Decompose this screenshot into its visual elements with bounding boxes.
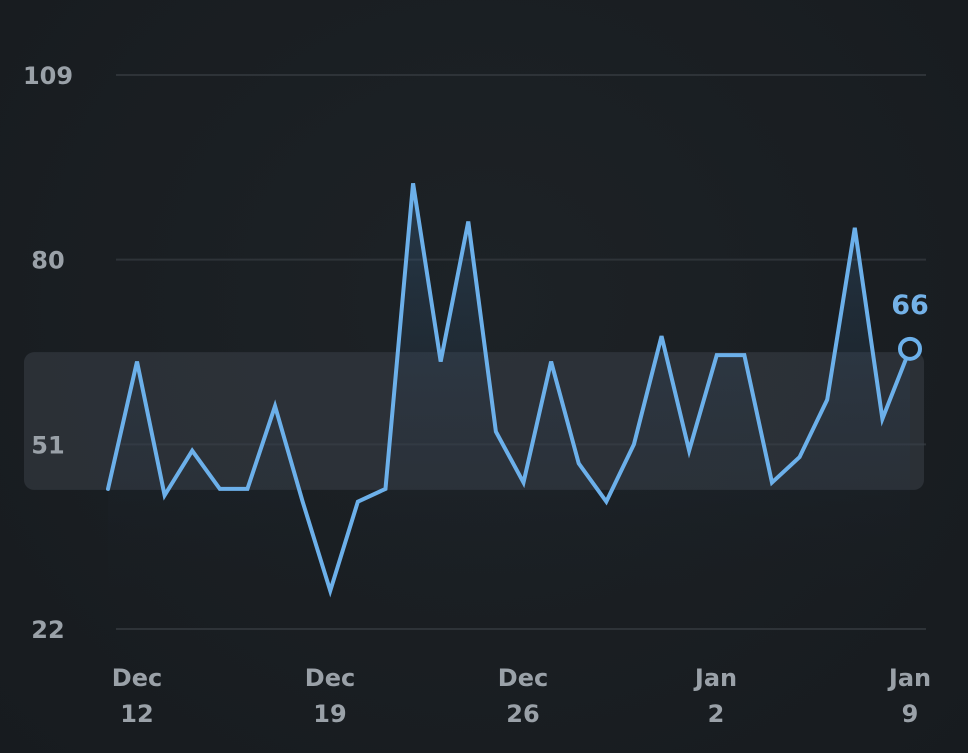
x-tick-label-day: 19 — [313, 700, 346, 728]
area-fill — [108, 183, 910, 591]
x-tick-label-month: Dec — [305, 664, 355, 692]
y-tick-label: 51 — [31, 431, 64, 459]
x-tick-label-month: Dec — [112, 664, 162, 692]
y-tick-label: 109 — [23, 62, 73, 90]
last-point-marker — [898, 336, 922, 361]
y-tick-label: 80 — [31, 247, 64, 275]
y-tick-label: 22 — [31, 616, 64, 644]
x-tick-label-day: 9 — [902, 700, 919, 728]
x-tick-label-day: 2 — [708, 700, 725, 728]
x-tick-label-day: 26 — [506, 700, 539, 728]
x-tick-label-month: Jan — [693, 664, 737, 692]
last-value-label: 66 — [891, 290, 929, 321]
x-tick-label-month: Jan — [887, 664, 931, 692]
x-tick-label-month: Dec — [498, 664, 548, 692]
x-tick-label-day: 12 — [120, 700, 153, 728]
series-line — [106, 182, 912, 598]
